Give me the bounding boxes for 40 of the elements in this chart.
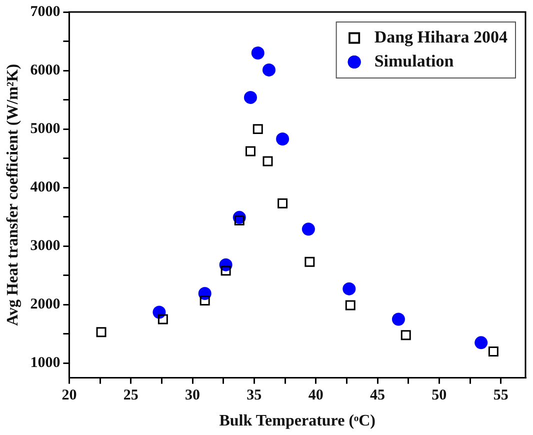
point <box>96 327 106 338</box>
x-tick-label: 45 <box>370 388 386 404</box>
x-tick-label: 55 <box>493 388 508 404</box>
point <box>245 146 256 156</box>
point <box>244 90 257 104</box>
x-tick-label: 35 <box>246 388 262 404</box>
point <box>302 222 315 236</box>
y-tick-label: 4000 <box>30 179 60 196</box>
legend-label: Simulation <box>374 51 454 70</box>
point <box>488 346 498 356</box>
y-tick-label: 2000 <box>30 296 60 313</box>
point <box>252 124 263 134</box>
point <box>251 46 264 60</box>
x-axis-title: Bulk Temperature (ᵒC) <box>219 412 376 430</box>
legend-label: Dang Hihara 2004 <box>374 27 508 46</box>
point <box>304 256 315 267</box>
point <box>234 215 244 226</box>
point <box>342 282 356 296</box>
point <box>400 330 411 340</box>
point <box>345 300 356 310</box>
point <box>200 296 210 306</box>
point <box>158 314 168 324</box>
y-tick-label: 6000 <box>30 62 60 78</box>
point <box>278 198 288 208</box>
point <box>262 63 276 76</box>
point <box>392 312 405 326</box>
x-tick-label: 40 <box>308 388 324 404</box>
y-tick-label: 1000 <box>30 355 60 372</box>
point <box>474 336 488 350</box>
x-tick-label: 20 <box>62 388 77 404</box>
point <box>262 156 273 166</box>
y-axis-title: Avg Heat transfer coefficient (W/m²K) <box>4 64 22 326</box>
y-tick-label: 5000 <box>30 120 60 137</box>
x-tick-label: 25 <box>123 388 138 404</box>
x-tick-label: 30 <box>185 388 200 404</box>
point <box>276 132 290 146</box>
y-tick-label: 3000 <box>30 238 60 254</box>
point <box>220 266 231 276</box>
x-tick-label: 50 <box>432 388 447 404</box>
y-tick-label: 7000 <box>30 4 60 20</box>
